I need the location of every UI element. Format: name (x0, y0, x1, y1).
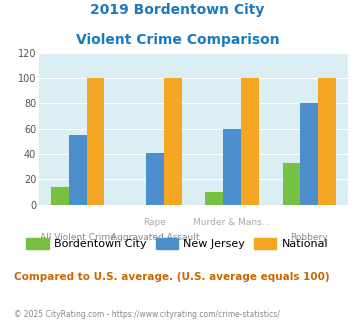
Bar (300, 103, 318, 205)
Bar (51, 187, 69, 205)
Bar (69, 135, 87, 205)
Text: 2019 Bordentown City: 2019 Bordentown City (90, 3, 265, 17)
Bar (318, 78, 336, 205)
Bar (241, 78, 259, 205)
Bar (87, 78, 104, 205)
Text: © 2025 CityRating.com - https://www.cityrating.com/crime-statistics/: © 2025 CityRating.com - https://www.city… (14, 310, 280, 319)
Bar (283, 163, 300, 205)
Text: All Violent Crime: All Violent Crime (40, 233, 115, 242)
Bar (223, 129, 241, 205)
Text: Aggravated Assault: Aggravated Assault (111, 233, 199, 242)
Text: Robbery: Robbery (290, 233, 328, 242)
Text: Compared to U.S. average. (U.S. average equals 100): Compared to U.S. average. (U.S. average … (14, 272, 330, 282)
Text: Violent Crime Comparison: Violent Crime Comparison (76, 33, 279, 47)
Bar (164, 78, 181, 205)
Bar (206, 192, 223, 205)
Text: Murder & Mans...: Murder & Mans... (193, 218, 271, 227)
Bar (146, 153, 164, 205)
Text: Rape: Rape (143, 218, 166, 227)
Legend: Bordentown City, New Jersey, National: Bordentown City, New Jersey, National (22, 233, 333, 253)
